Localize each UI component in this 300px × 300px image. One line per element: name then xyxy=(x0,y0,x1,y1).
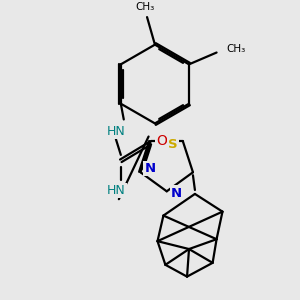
Text: CH₃: CH₃ xyxy=(136,2,155,12)
Text: HN: HN xyxy=(106,125,125,138)
Text: N: N xyxy=(145,162,156,175)
Text: N: N xyxy=(171,187,182,200)
Text: S: S xyxy=(168,138,178,151)
Text: HN: HN xyxy=(106,184,125,197)
Text: CH₃: CH₃ xyxy=(226,44,246,54)
Text: O: O xyxy=(157,134,168,148)
